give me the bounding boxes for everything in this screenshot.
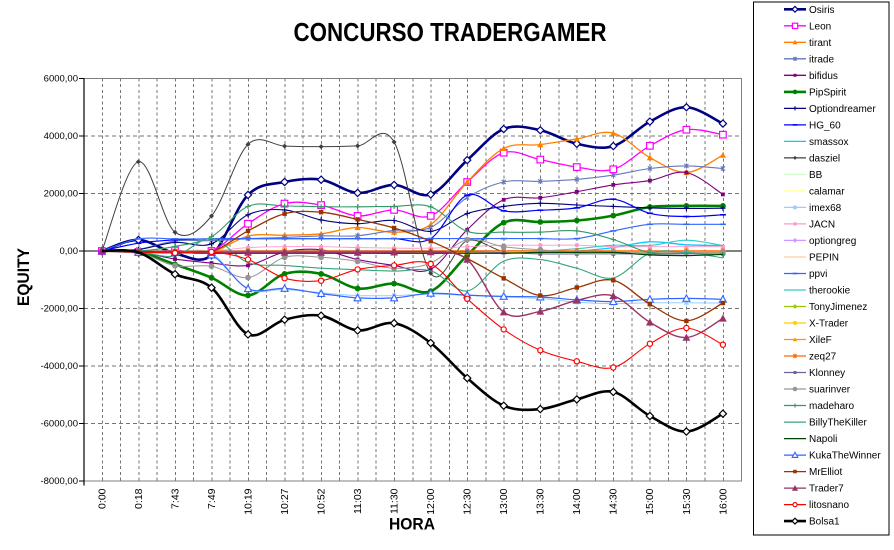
svg-text:itrade: itrade (809, 54, 834, 65)
svg-text:bifidus: bifidus (809, 71, 838, 82)
svg-text:TonyJimenez: TonyJimenez (809, 302, 867, 313)
svg-text:Napoli: Napoli (809, 434, 837, 445)
svg-text:13:00: 13:00 (498, 488, 510, 514)
svg-text:6000,00: 6000,00 (44, 74, 78, 85)
svg-text:0:18: 0:18 (133, 488, 145, 509)
svg-text:2000,00: 2000,00 (44, 189, 78, 200)
svg-text:XileF: XileF (809, 335, 832, 346)
svg-text:HORA: HORA (389, 516, 435, 534)
svg-text:15:00: 15:00 (644, 488, 656, 514)
svg-text:-8000,00: -8000,00 (40, 476, 78, 487)
svg-text:7:43: 7:43 (169, 488, 181, 509)
svg-text:zeq27: zeq27 (809, 352, 837, 363)
svg-text:12:30: 12:30 (462, 488, 474, 514)
svg-text:madeharo: madeharo (809, 401, 854, 412)
svg-text:dasziel: dasziel (809, 153, 840, 164)
svg-text:BB: BB (809, 170, 823, 181)
svg-text:calamar: calamar (809, 186, 845, 197)
svg-text:-4000,00: -4000,00 (40, 361, 78, 372)
svg-text:KukaTheWinner: KukaTheWinner (809, 451, 881, 462)
svg-text:X-Trader: X-Trader (809, 319, 849, 330)
svg-text:PipSpirit: PipSpirit (809, 87, 846, 98)
svg-text:ppvi: ppvi (809, 269, 827, 280)
svg-text:suarinver: suarinver (809, 385, 851, 396)
svg-text:EQUITY: EQUITY (15, 248, 33, 306)
svg-text:optiongreg: optiongreg (809, 236, 856, 247)
svg-text:BillyTheKiller: BillyTheKiller (809, 418, 867, 429)
svg-text:13:30: 13:30 (535, 488, 547, 514)
svg-text:10:27: 10:27 (279, 488, 291, 514)
svg-text:litosnano: litosnano (809, 500, 849, 511)
svg-text:Klonney: Klonney (809, 368, 845, 379)
svg-text:15:30: 15:30 (681, 488, 693, 514)
svg-text:HG_60: HG_60 (809, 120, 841, 131)
svg-text:imex68: imex68 (809, 203, 842, 214)
svg-text:16:00: 16:00 (717, 488, 729, 514)
svg-text:MrElliot: MrElliot (809, 467, 843, 478)
svg-text:11:03: 11:03 (352, 488, 364, 514)
svg-text:-6000,00: -6000,00 (40, 419, 78, 430)
svg-text:PEPIN: PEPIN (809, 253, 839, 264)
svg-text:-2000,00: -2000,00 (40, 304, 78, 315)
svg-text:10:19: 10:19 (242, 488, 254, 514)
svg-text:14:00: 14:00 (571, 488, 583, 514)
svg-text:11:30: 11:30 (389, 488, 401, 514)
svg-text:4000,00: 4000,00 (44, 131, 78, 142)
svg-text:7:49: 7:49 (206, 488, 218, 509)
svg-text:0,00: 0,00 (60, 246, 79, 257)
svg-text:therookie: therookie (809, 286, 851, 297)
svg-text:Osiris: Osiris (809, 5, 835, 16)
svg-text:Trader7: Trader7 (809, 484, 844, 495)
svg-text:0:00: 0:00 (96, 488, 108, 509)
svg-text:CONCURSO TRADERGAMER: CONCURSO TRADERGAMER (294, 17, 607, 47)
svg-text:12:00: 12:00 (425, 488, 437, 514)
svg-text:Optiondreamer: Optiondreamer (809, 104, 876, 115)
svg-text:10:52: 10:52 (316, 488, 328, 514)
svg-text:tirant: tirant (809, 38, 831, 49)
svg-text:14:30: 14:30 (608, 488, 620, 514)
svg-text:Leon: Leon (809, 21, 831, 32)
svg-text:Bolsa1: Bolsa1 (809, 517, 840, 528)
svg-text:JACN: JACN (809, 219, 835, 230)
svg-text:smassox: smassox (809, 137, 848, 148)
